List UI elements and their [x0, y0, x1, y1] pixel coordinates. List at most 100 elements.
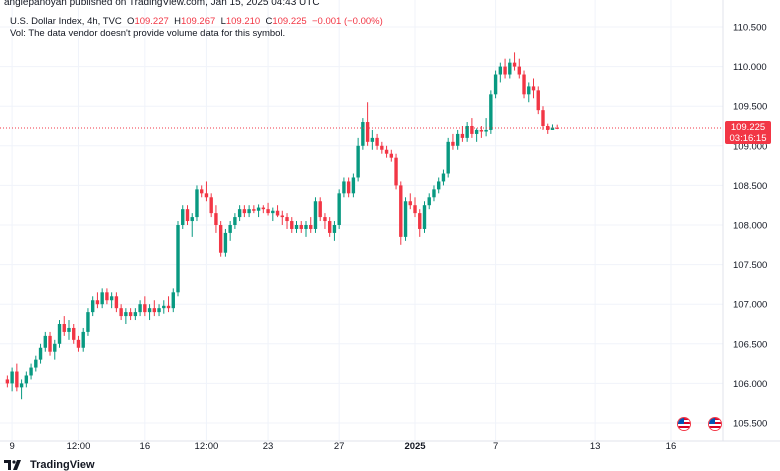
- candle: [34, 355, 38, 372]
- candle: [275, 205, 280, 218]
- candle-body: [72, 327, 76, 340]
- candle: [109, 292, 114, 309]
- candle: [408, 193, 412, 210]
- low-value: 109.210: [225, 16, 261, 27]
- x-tick-label: 12:00: [195, 441, 219, 452]
- candle-body: [10, 371, 14, 384]
- y-tick-label: 105.500: [733, 419, 767, 430]
- candle-body: [432, 189, 436, 198]
- candle: [181, 205, 185, 229]
- candle-body: [531, 86, 536, 91]
- y-tick-label: 109.500: [733, 102, 767, 113]
- candle-body: [15, 371, 19, 388]
- candle: [252, 205, 256, 214]
- us-flag-event-icon[interactable]: [708, 417, 722, 431]
- candle-body: [512, 62, 517, 67]
- candle: [228, 221, 232, 241]
- candle: [309, 217, 313, 233]
- us-flag-event-icon[interactable]: [677, 417, 691, 431]
- candle-body: [24, 375, 29, 384]
- candle-body: [233, 217, 237, 225]
- chart-legend: U.S. Dollar Index, 4h, TVC O109.227 H109…: [10, 15, 383, 28]
- candle: [5, 375, 10, 388]
- candle-body: [470, 126, 474, 134]
- candle-body: [332, 225, 337, 233]
- candle: [356, 137, 360, 182]
- candle-body: [375, 137, 379, 146]
- y-tick-label: 108.500: [733, 181, 767, 192]
- candle-body: [133, 312, 138, 317]
- candle-body: [399, 185, 403, 237]
- candle: [304, 221, 308, 237]
- candle-body: [128, 312, 133, 317]
- candle: [223, 228, 228, 257]
- candle-body: [247, 209, 251, 214]
- x-tick-label: 23: [263, 441, 274, 452]
- candle: [318, 197, 322, 222]
- candle-body: [508, 62, 512, 75]
- candle-body: [299, 225, 303, 229]
- candle-body: [422, 205, 427, 229]
- candle: [133, 308, 138, 321]
- candle-body: [290, 221, 294, 229]
- candle-body: [143, 304, 147, 313]
- x-tick-label: 2025: [404, 441, 426, 452]
- candle: [422, 201, 427, 233]
- candle-body: [237, 209, 242, 218]
- candle-body: [342, 181, 346, 194]
- candle-body: [294, 225, 299, 229]
- candle: [62, 316, 66, 336]
- candle: [247, 205, 251, 218]
- symbol-title[interactable]: U.S. Dollar Index, 4h, TVC: [10, 16, 122, 27]
- candle-body: [266, 209, 270, 214]
- candle-body: [361, 122, 365, 146]
- candle: [503, 58, 507, 79]
- candle: [114, 292, 119, 313]
- candle: [38, 343, 43, 364]
- candle-body: [503, 66, 507, 75]
- candle-body: [152, 308, 157, 313]
- candle-body: [541, 110, 545, 126]
- tradingview-brand: TradingView: [30, 459, 95, 471]
- candle: [162, 300, 166, 314]
- candle-body: [427, 197, 431, 206]
- candle: [242, 205, 247, 218]
- candle-body: [204, 193, 209, 198]
- candle-body: [313, 201, 318, 229]
- candle: [493, 70, 498, 99]
- candle-body: [498, 66, 503, 75]
- candle: [361, 118, 365, 150]
- tradingview-footer[interactable]: TradingView: [4, 459, 95, 471]
- candle: [124, 308, 128, 324]
- x-tick-label: 27: [334, 441, 345, 452]
- candle: [24, 371, 29, 388]
- candle: [105, 288, 109, 305]
- candle: [95, 292, 100, 309]
- last-price-label: 109.225 03:16:15: [725, 121, 771, 144]
- candle-body: [474, 129, 479, 134]
- candle: [342, 177, 346, 198]
- price-axis[interactable]: 110.500 110.000 109.500 109.000 108.500 108.0…: [733, 23, 767, 430]
- candle: [399, 181, 403, 245]
- open-label: O: [127, 16, 135, 27]
- candle-body: [185, 209, 190, 222]
- last-price-value: 109.225: [730, 122, 766, 133]
- candle: [418, 209, 422, 237]
- time-axis[interactable]: 9 12:00 16 12:00 23 27 2025 7 13 16: [9, 441, 676, 452]
- candle-body: [81, 331, 85, 348]
- candle: [474, 128, 479, 142]
- candle: [290, 217, 294, 233]
- candle-body: [441, 173, 446, 182]
- candle: [195, 185, 199, 222]
- candle: [67, 320, 71, 340]
- candle-body: [479, 129, 484, 132]
- candle: [536, 86, 540, 115]
- candle-body: [455, 133, 460, 146]
- candle-body: [166, 305, 171, 309]
- candle: [375, 133, 379, 150]
- candle: [313, 197, 318, 233]
- y-tick-label: 110.000: [733, 62, 767, 73]
- candle: [380, 141, 384, 154]
- candle: [337, 189, 341, 229]
